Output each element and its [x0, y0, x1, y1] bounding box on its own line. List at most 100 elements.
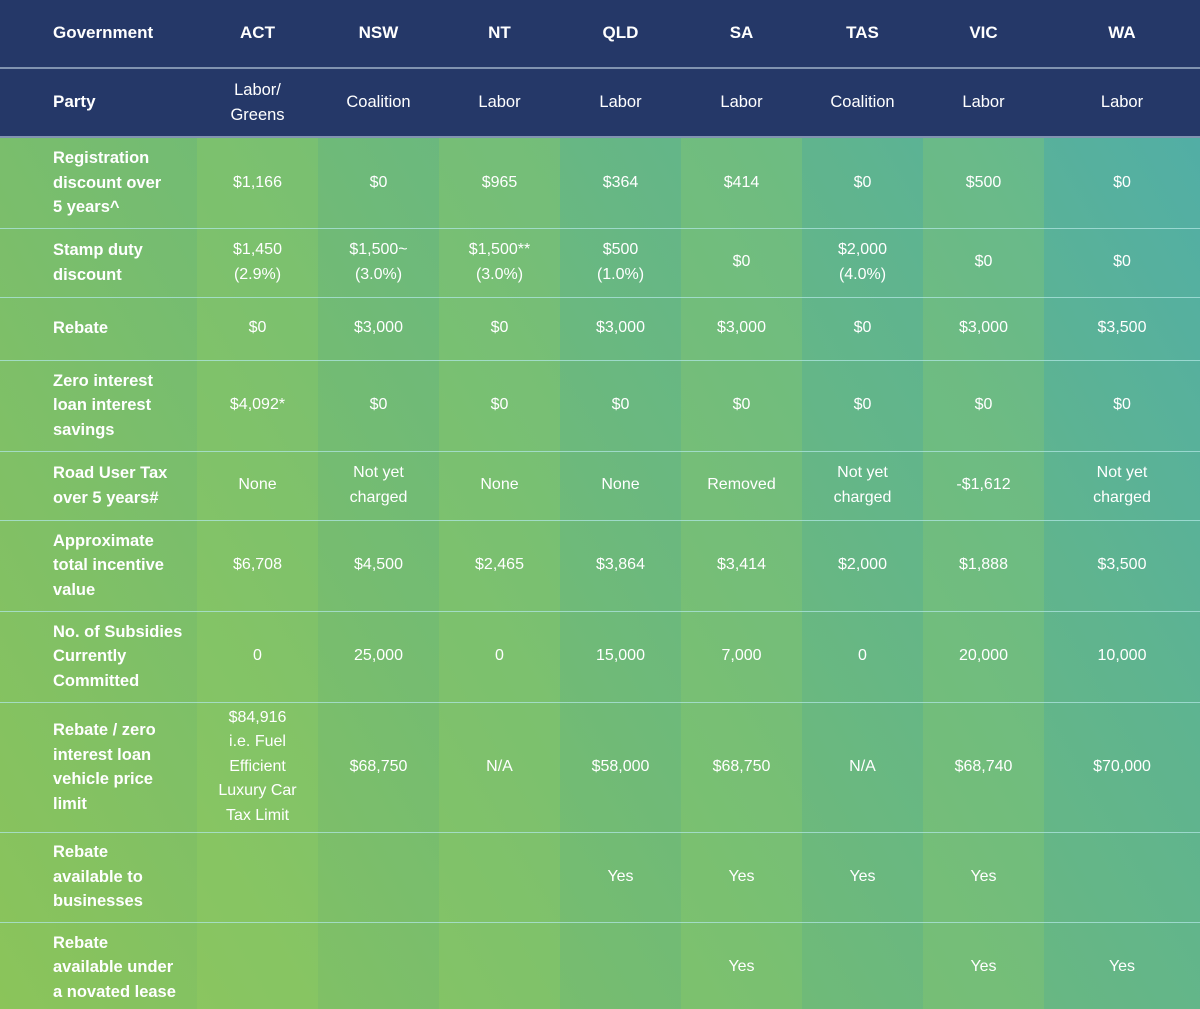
- cell-line: Labor: [599, 93, 642, 112]
- cell-line: interest loan: [53, 745, 152, 764]
- party-cell-nt: Labor: [439, 68, 560, 138]
- table-row: Stamp duty discount $1,450 (2.9%) $1,500~ (3.…: [0, 227, 1200, 297]
- table-cell-qld: $0: [560, 359, 681, 451]
- cell-line: a novated lease: [53, 982, 176, 1001]
- cell-line: Yes: [728, 867, 755, 885]
- cell-line: $2,000: [838, 241, 887, 258]
- row-label: Approximate total incentive value: [0, 519, 197, 611]
- cell-line: Labor/: [234, 81, 281, 99]
- table-cell-vic: $1,888: [923, 519, 1044, 611]
- table-cell-nt: N/A: [439, 701, 560, 832]
- cell-line: Tax Limit: [225, 806, 290, 824]
- table-row: Rebate $0 $3,000 $0 $3,000 $3,000 $0 $3,000 $3,5…: [0, 296, 1200, 360]
- table-cell-sa: Yes: [681, 921, 802, 1009]
- cell-line: 15,000: [596, 647, 645, 665]
- cell-line: Rebate / zero: [53, 721, 156, 739]
- cell-line: businesses: [53, 892, 143, 911]
- table-row: Registration discount over 5 years^ $1,166 $…: [0, 136, 1200, 228]
- cell-line: $2,000: [838, 556, 887, 574]
- table-cell-vic: -$1,612: [923, 450, 1044, 520]
- cell-line: limit: [53, 794, 87, 813]
- cell-line: total incentive: [53, 556, 164, 575]
- cell-line: $4,092*: [229, 396, 286, 414]
- table-cell-qld: [560, 921, 681, 1009]
- table-cell-wa: [1044, 831, 1200, 922]
- table-cell-nt: [439, 831, 560, 922]
- cell-line: 0: [495, 647, 504, 665]
- cell-line: (3.0%): [475, 265, 524, 283]
- table-cell-vic: $500: [923, 136, 1044, 228]
- cell-line: $3,000: [959, 319, 1008, 337]
- table-cell-qld: None: [560, 450, 681, 520]
- party-cell-qld: Labor: [560, 68, 681, 138]
- cell-line: Road User Tax: [53, 464, 168, 482]
- cell-line: $0: [853, 396, 872, 414]
- cell-line: $1,450: [233, 241, 282, 258]
- cell-line: N/A: [486, 757, 513, 775]
- state-header-sa: SA: [681, 0, 802, 69]
- cell-line: i.e. Fuel: [229, 733, 286, 751]
- cell-line: $500: [965, 173, 1002, 191]
- row-label: Rebate: [0, 296, 197, 360]
- party-cell-vic: Labor: [923, 68, 1044, 138]
- table-cell-nsw: $68,750: [318, 701, 439, 832]
- cell-line: No. of Subsidies: [53, 622, 183, 641]
- cell-line: (4.0%): [838, 265, 887, 283]
- table-cell-tas: N/A: [802, 701, 923, 832]
- table-cell-sa: Removed: [681, 450, 802, 520]
- row-label: Road User Tax over 5 years#: [0, 450, 197, 520]
- table-row: Rebate / zero interest loan vehicle price l…: [0, 701, 1200, 832]
- table-cell-qld: Yes: [560, 831, 681, 922]
- table-cell-wa: $3,500: [1044, 296, 1200, 360]
- state-header-act: ACT: [197, 0, 318, 69]
- cell-line: charged: [349, 488, 408, 506]
- cell-line: savings: [53, 420, 115, 439]
- cell-line: Not yet: [353, 464, 404, 481]
- cell-line: over 5 years#: [53, 488, 159, 507]
- party-cell-wa: Labor: [1044, 68, 1200, 138]
- cell-line: Labor: [720, 93, 763, 112]
- cell-line: None: [238, 476, 277, 494]
- party-row: Party Labor/Greens Coalition Labor Labor Lab…: [0, 68, 1200, 138]
- table-cell-nsw: Not yet charged: [318, 450, 439, 520]
- cell-line: Not yet: [837, 464, 888, 481]
- cell-line: Coalition: [830, 93, 895, 112]
- table-cell-qld: $58,000: [560, 701, 681, 832]
- cell-line: $414: [723, 173, 760, 191]
- table-cell-nsw: $4,500: [318, 519, 439, 611]
- cell-line: $1,166: [233, 173, 282, 191]
- table-cell-vic: Yes: [923, 921, 1044, 1009]
- state-header-tas: TAS: [802, 0, 923, 69]
- cell-line: available under: [53, 958, 174, 976]
- cell-line: $0: [974, 396, 993, 414]
- table-cell-nsw: $0: [318, 359, 439, 451]
- cell-line: charged: [833, 488, 892, 506]
- cell-line: None: [601, 476, 640, 494]
- row-label: Rebate available to businesses: [0, 831, 197, 922]
- cell-line: $6,708: [233, 556, 282, 574]
- party-cell-tas: Coalition: [802, 68, 923, 138]
- cell-line: Yes: [849, 867, 876, 885]
- table-cell-act: $1,166: [197, 136, 318, 228]
- table-cell-tas: Yes: [802, 831, 923, 922]
- cell-line: Labor: [1100, 93, 1144, 112]
- table-cell-sa: $3,414: [681, 519, 802, 611]
- state-header-qld: QLD: [560, 0, 681, 69]
- cell-line: $0: [853, 173, 872, 191]
- state-header-nsw: NSW: [318, 0, 439, 69]
- cell-line: $3,864: [596, 556, 645, 574]
- table-cell-act: None: [197, 450, 318, 520]
- cell-line: Rebate: [53, 843, 109, 862]
- table-row: Approximate total incentive value $6,708 $4,…: [0, 519, 1200, 611]
- table-cell-vic: $0: [923, 227, 1044, 297]
- table-cell-act: $4,092*: [197, 359, 318, 451]
- table-cell-nt: 0: [439, 610, 560, 702]
- cell-line: $1,500**: [468, 241, 531, 258]
- table-cell-nt: None: [439, 450, 560, 520]
- table-cell-wa: $0: [1044, 227, 1200, 297]
- table-cell-tas: $0: [802, 296, 923, 360]
- table-cell-wa: $70,000: [1044, 701, 1200, 832]
- table-body: Registration discount over 5 years^ $1,166 $…: [0, 136, 1200, 1009]
- cell-line: (2.9%): [233, 265, 282, 283]
- table-cell-nsw: [318, 921, 439, 1009]
